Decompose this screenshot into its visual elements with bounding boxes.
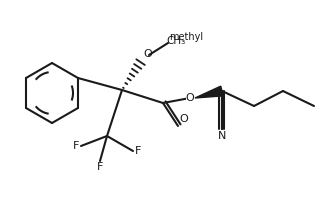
- Text: F: F: [135, 146, 141, 156]
- Text: methyl: methyl: [169, 32, 203, 42]
- Text: F: F: [97, 162, 103, 172]
- Text: O: O: [186, 93, 195, 103]
- Text: F: F: [72, 141, 79, 151]
- Text: O: O: [143, 49, 152, 59]
- Text: O: O: [179, 114, 188, 124]
- Text: N: N: [218, 131, 226, 141]
- Text: CH₃: CH₃: [166, 36, 185, 46]
- Polygon shape: [195, 86, 223, 98]
